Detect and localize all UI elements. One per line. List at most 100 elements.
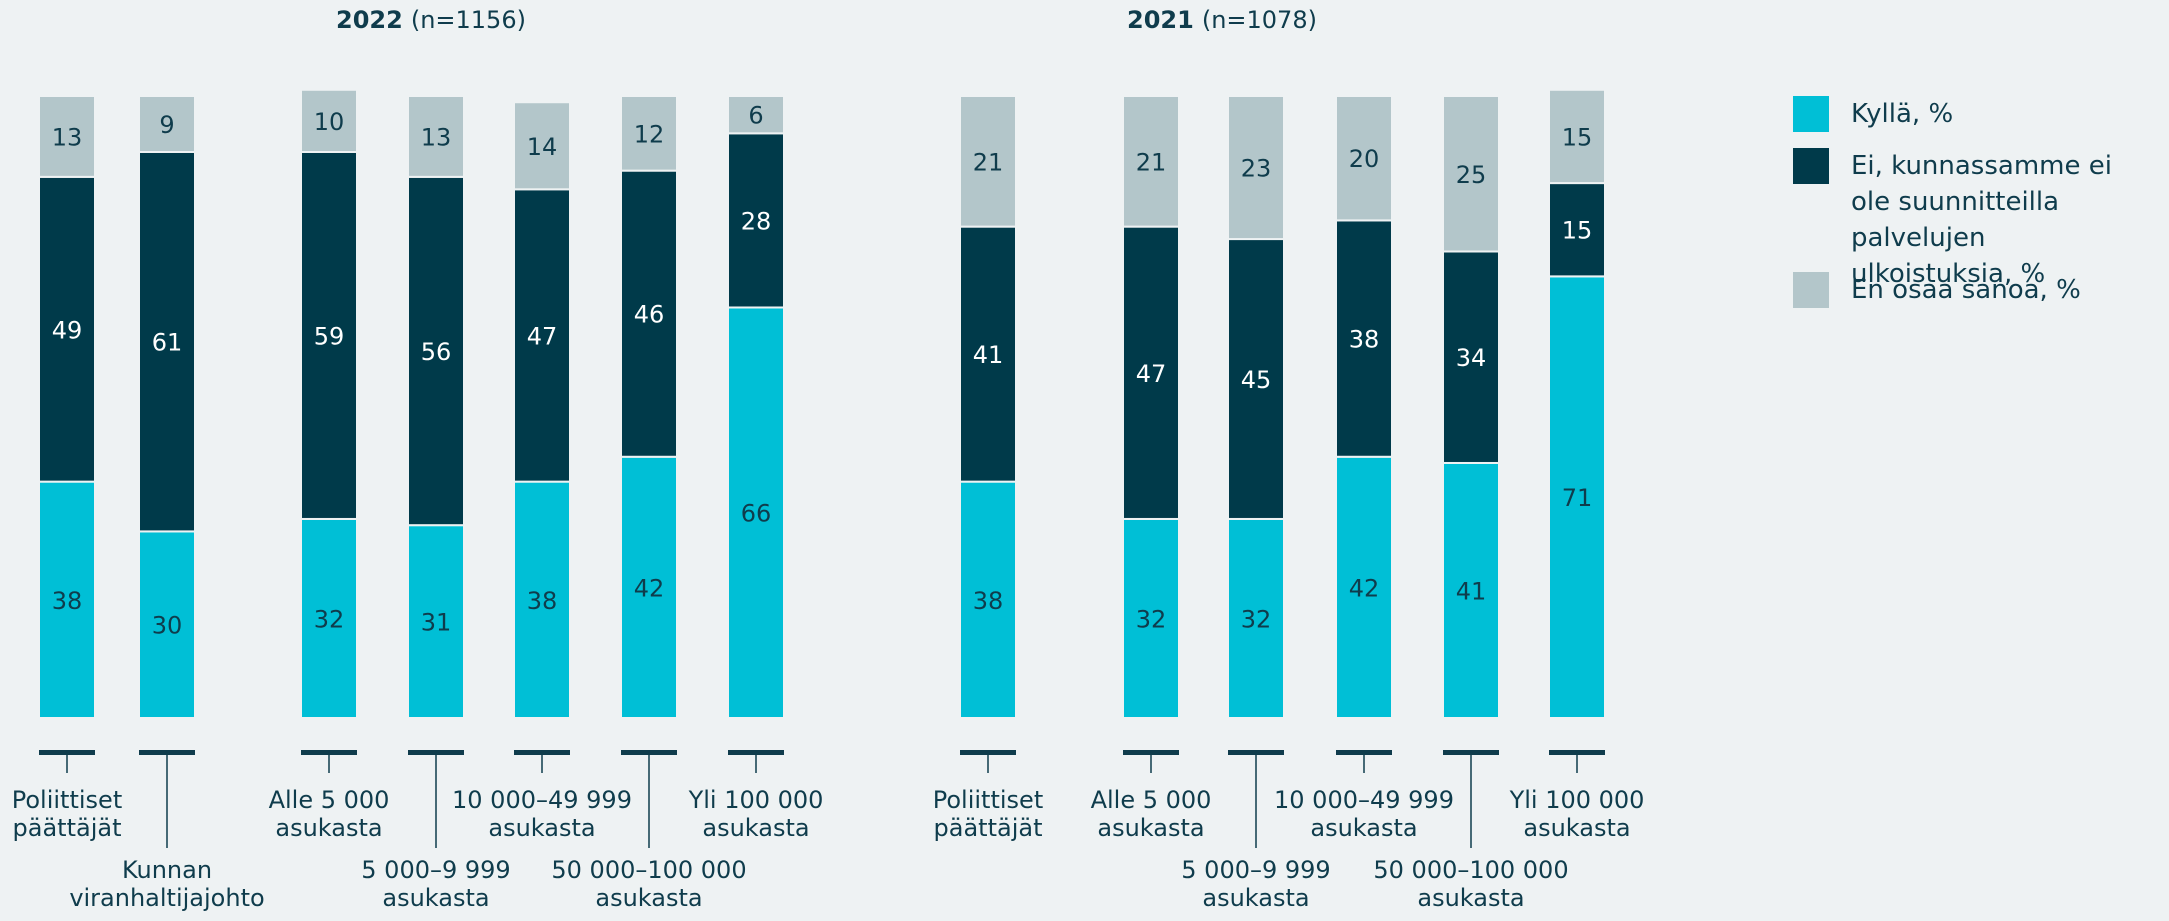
value-label: 15 (1562, 217, 1593, 245)
category-tick (39, 750, 95, 755)
bar-segment (959, 225, 1017, 483)
x-tick-label: 50 000–100 000 asukasta (1373, 856, 1568, 912)
bar-segment (1227, 95, 1285, 241)
category-tick (1228, 750, 1284, 755)
bar-segment (620, 169, 678, 458)
value-label: 25 (1456, 161, 1487, 189)
legend-item: En osaa sanoa, % (1793, 272, 2163, 308)
bar-segment (300, 150, 358, 520)
chart-title: 2021 (n=1078) (1127, 6, 1317, 34)
bar-segment (138, 150, 196, 533)
legend-label: Ei, kunnassamme ei ole suunnitteilla pal… (1851, 151, 2112, 289)
legend-swatch (1793, 148, 1829, 184)
bar-segment (1335, 219, 1393, 458)
value-label: 32 (1136, 605, 1167, 633)
bar-segment (38, 95, 96, 178)
value-label: 47 (527, 322, 558, 350)
value-label: 46 (634, 301, 665, 329)
bar-segment (138, 530, 196, 720)
value-label: 32 (1241, 605, 1272, 633)
bar-segment (620, 455, 678, 719)
value-label: 45 (1241, 366, 1272, 394)
bar-segment (1122, 225, 1180, 520)
bar-segment (620, 95, 678, 172)
category-tick (1549, 750, 1605, 755)
x-tick-label: Alle 5 000 asukasta (1091, 786, 1212, 842)
value-label: 13 (52, 123, 83, 151)
bar-segment (1122, 95, 1180, 228)
category-tick (139, 750, 195, 755)
value-label: 34 (1456, 344, 1487, 372)
value-label: 20 (1349, 145, 1380, 173)
value-label: 23 (1241, 155, 1272, 183)
value-label: 6 (748, 102, 763, 130)
value-label: 15 (1562, 123, 1593, 151)
value-label: 56 (421, 338, 452, 366)
legend-swatch (1793, 272, 1829, 308)
bar-segment (959, 95, 1017, 228)
value-label: 28 (741, 207, 772, 235)
x-tick-label: Yli 100 000 asukasta (1509, 786, 1645, 842)
category-tick (728, 750, 784, 755)
bar-segment (513, 480, 571, 720)
bar-segment (138, 95, 196, 153)
value-label: 31 (421, 609, 452, 637)
bar-segment (959, 480, 1017, 720)
legend-label: Kyllä, % (1851, 99, 1954, 129)
value-label: 9 (159, 111, 174, 139)
value-label: 38 (52, 587, 83, 615)
value-label: 41 (973, 341, 1004, 369)
category-tick (1336, 750, 1392, 755)
value-label: 12 (634, 120, 665, 148)
value-label: 42 (1349, 574, 1380, 602)
value-label: 61 (152, 329, 183, 357)
legend-swatch (1793, 96, 1829, 132)
category-tick (621, 750, 677, 755)
bar-segment (1122, 517, 1180, 720)
x-tick-label: Poliittiset päättäjät (933, 786, 1043, 842)
title-n: (n=1156) (411, 6, 526, 34)
value-label: 42 (634, 574, 665, 602)
value-label: 14 (527, 133, 558, 161)
x-tick-label: Yli 100 000 asukasta (688, 786, 824, 842)
bar-segment (727, 95, 785, 135)
bar-segment (1335, 95, 1393, 222)
value-label: 30 (152, 612, 183, 640)
x-tick-label: 5 000–9 999 asukasta (1181, 856, 1330, 912)
value-label: 21 (1136, 148, 1167, 176)
category-tick (960, 750, 1016, 755)
category-tick (301, 750, 357, 755)
value-label: 21 (973, 148, 1004, 176)
x-tick-label: Poliittiset päättäjät (12, 786, 122, 842)
value-label: 10 (314, 108, 345, 136)
category-tick (1443, 750, 1499, 755)
legend-label: En osaa sanoa, % (1851, 275, 2081, 305)
title-year: 2021 (1127, 6, 1194, 34)
bar-segment (1442, 250, 1500, 464)
x-tick-label: 10 000–49 999 asukasta (452, 786, 632, 842)
bar-segment (1227, 238, 1285, 520)
title-n: (n=1078) (1202, 6, 1317, 34)
x-tick-label: Alle 5 000 asukasta (269, 786, 390, 842)
bar-segment (38, 480, 96, 720)
bar-segment (727, 306, 785, 719)
bar-segment (407, 175, 465, 527)
bar-segment (1548, 182, 1606, 278)
value-label: 13 (421, 123, 452, 151)
bar-segment (1442, 95, 1500, 253)
category-tick (1123, 750, 1179, 755)
x-tick-label: 10 000–49 999 asukasta (1274, 786, 1454, 842)
x-tick-label: 50 000–100 000 asukasta (551, 856, 746, 912)
bar-segment (300, 517, 358, 720)
legend-item: Ei, kunnassamme ei ole suunnitteilla pal… (1793, 148, 2163, 292)
title-year: 2022 (336, 6, 403, 34)
bar-segment (300, 88, 358, 153)
chart-title: 2022 (n=1156) (336, 6, 526, 34)
bar-segment (1335, 455, 1393, 719)
bar-segment (1548, 88, 1606, 185)
value-label: 71 (1562, 484, 1593, 512)
bar-segment (38, 175, 96, 483)
value-label: 47 (1136, 360, 1167, 388)
